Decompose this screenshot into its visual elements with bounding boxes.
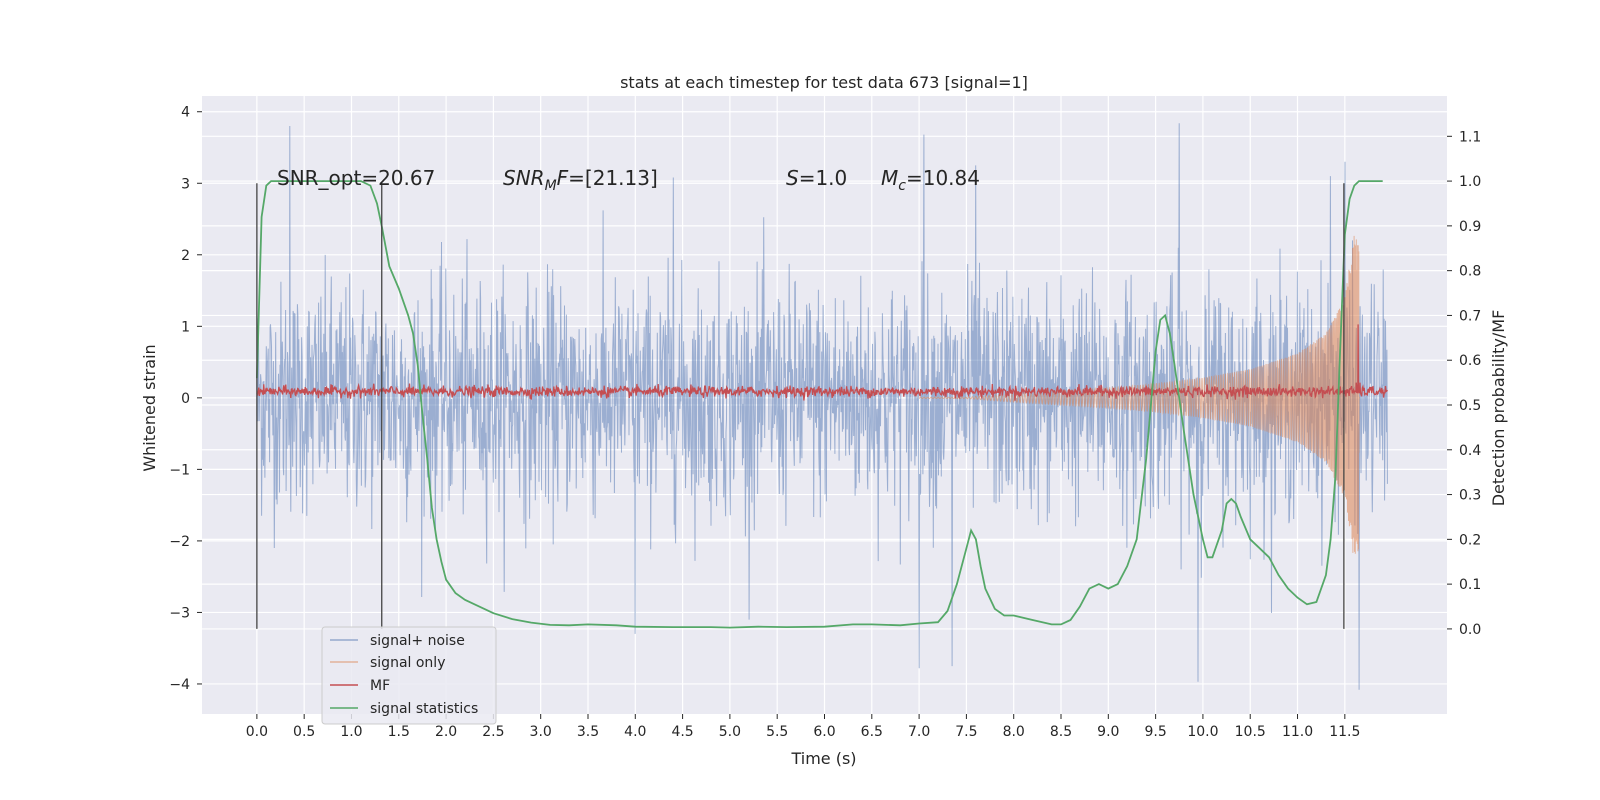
x-tick-label-23: 11.5 bbox=[1329, 724, 1360, 740]
y-right-tick-label-1: 0.1 bbox=[1459, 577, 1481, 593]
x-tick-label-10: 5.0 bbox=[719, 724, 741, 740]
y-right-tick-label-2: 0.2 bbox=[1459, 532, 1481, 548]
annotation-s: S=1.0 bbox=[786, 166, 847, 190]
x-tick-label-13: 6.5 bbox=[861, 724, 883, 740]
y-left-tick-label-8: 4 bbox=[181, 105, 190, 121]
signal-statistics-line bbox=[256, 180, 1383, 629]
x-tick-label-2: 1.0 bbox=[340, 724, 362, 740]
x-tick-label-5: 2.5 bbox=[482, 724, 504, 740]
x-tick-label-11: 5.5 bbox=[766, 724, 788, 740]
legend-label-signal-noise: signal+ noise bbox=[370, 633, 465, 649]
mf-series bbox=[256, 324, 1388, 401]
y-left-tick-label-3: −1 bbox=[169, 462, 190, 478]
annotations: SNR_opt=20.67 SNRMF=[21.13] S=1.0 Mc=10.… bbox=[277, 166, 980, 194]
y-right-tick-label-7: 0.7 bbox=[1459, 308, 1481, 324]
x-tick-label-6: 3.0 bbox=[530, 724, 552, 740]
y-left-tick-label-7: 3 bbox=[181, 176, 190, 192]
x-tick-label-14: 7.0 bbox=[908, 724, 930, 740]
legend: signal+ noise signal only MF signal stat… bbox=[321, 626, 497, 725]
y-axis-left-label: Whitened strain bbox=[140, 344, 159, 471]
x-tick-label-15: 7.5 bbox=[955, 724, 977, 740]
y-left-tick-label-0: −4 bbox=[169, 677, 190, 693]
vertical-markers bbox=[256, 183, 1345, 629]
x-tick-label-12: 6.0 bbox=[813, 724, 835, 740]
x-tick-label-0: 0.0 bbox=[246, 724, 268, 740]
y-axis-right-label: Detection probability/MF bbox=[1489, 310, 1508, 507]
y-axis-right-ticks: 0.0 0.1 0.2 0.3 0.4 0.5 0.6 0.7 0.8 0.9 1.0 1.1 bbox=[1447, 129, 1481, 638]
y-right-tick-label-0: 0.0 bbox=[1459, 622, 1481, 638]
x-axis-label: Time (s) bbox=[790, 749, 856, 768]
x-tick-label-8: 4.0 bbox=[624, 724, 646, 740]
x-tick-label-7: 3.5 bbox=[577, 724, 599, 740]
legend-label-mf: MF bbox=[370, 678, 390, 694]
x-tick-label-9: 4.5 bbox=[671, 724, 693, 740]
x-tick-label-4: 2.0 bbox=[435, 724, 457, 740]
signal-noise-series bbox=[256, 123, 1388, 690]
x-tick-label-22: 11.0 bbox=[1282, 724, 1313, 740]
x-tick-label-3: 1.5 bbox=[388, 724, 410, 740]
x-tick-label-21: 10.5 bbox=[1235, 724, 1266, 740]
y-left-tick-label-5: 1 bbox=[181, 319, 190, 335]
y-right-tick-label-3: 0.3 bbox=[1459, 488, 1481, 504]
signal-statistics-series bbox=[256, 180, 1383, 629]
x-tick-label-18: 9.0 bbox=[1097, 724, 1119, 740]
y-right-tick-label-5: 0.5 bbox=[1459, 398, 1481, 414]
legend-box bbox=[321, 626, 497, 725]
x-axis-ticks: 0.0 0.5 1.0 1.5 2.0 2.5 3.0 3.5 4.0 4.5 5.0 5.5 6.0 6… bbox=[246, 714, 1360, 740]
legend-label-signal-only: signal only bbox=[370, 655, 445, 671]
y-left-tick-label-6: 2 bbox=[181, 248, 190, 264]
y-right-tick-label-10: 1.0 bbox=[1459, 174, 1481, 190]
x-tick-label-20: 10.0 bbox=[1187, 724, 1218, 740]
annotation-snr-opt: SNR_opt=20.67 bbox=[277, 166, 435, 190]
y-left-tick-label-4: 0 bbox=[181, 391, 190, 407]
y-right-tick-label-6: 0.6 bbox=[1459, 353, 1481, 369]
y-axis-left-ticks: −4 −3 −2 −1 0 1 2 3 4 bbox=[169, 105, 202, 693]
x-tick-label-17: 8.5 bbox=[1050, 724, 1072, 740]
chart-title: stats at each timestep for test data 673… bbox=[620, 73, 1028, 92]
y-left-tick-label-2: −2 bbox=[169, 534, 190, 550]
annotation-snr-mf: SNRMF=[21.13] bbox=[503, 166, 658, 194]
y-right-tick-label-8: 0.8 bbox=[1459, 264, 1481, 280]
x-tick-label-1: 0.5 bbox=[293, 724, 315, 740]
legend-label-signal-statistics: signal statistics bbox=[370, 701, 478, 717]
x-tick-label-16: 8.0 bbox=[1003, 724, 1025, 740]
annotation-mc: Mc=10.84 bbox=[881, 166, 980, 194]
mf-line bbox=[256, 324, 1388, 401]
x-tick-label-19: 9.5 bbox=[1144, 724, 1166, 740]
y-right-tick-label-4: 0.4 bbox=[1459, 443, 1481, 459]
y-right-tick-label-9: 0.9 bbox=[1459, 219, 1481, 235]
signal-noise-line bbox=[256, 123, 1388, 690]
y-left-tick-label-1: −3 bbox=[169, 605, 190, 621]
y-right-tick-label-11: 1.1 bbox=[1459, 129, 1481, 145]
